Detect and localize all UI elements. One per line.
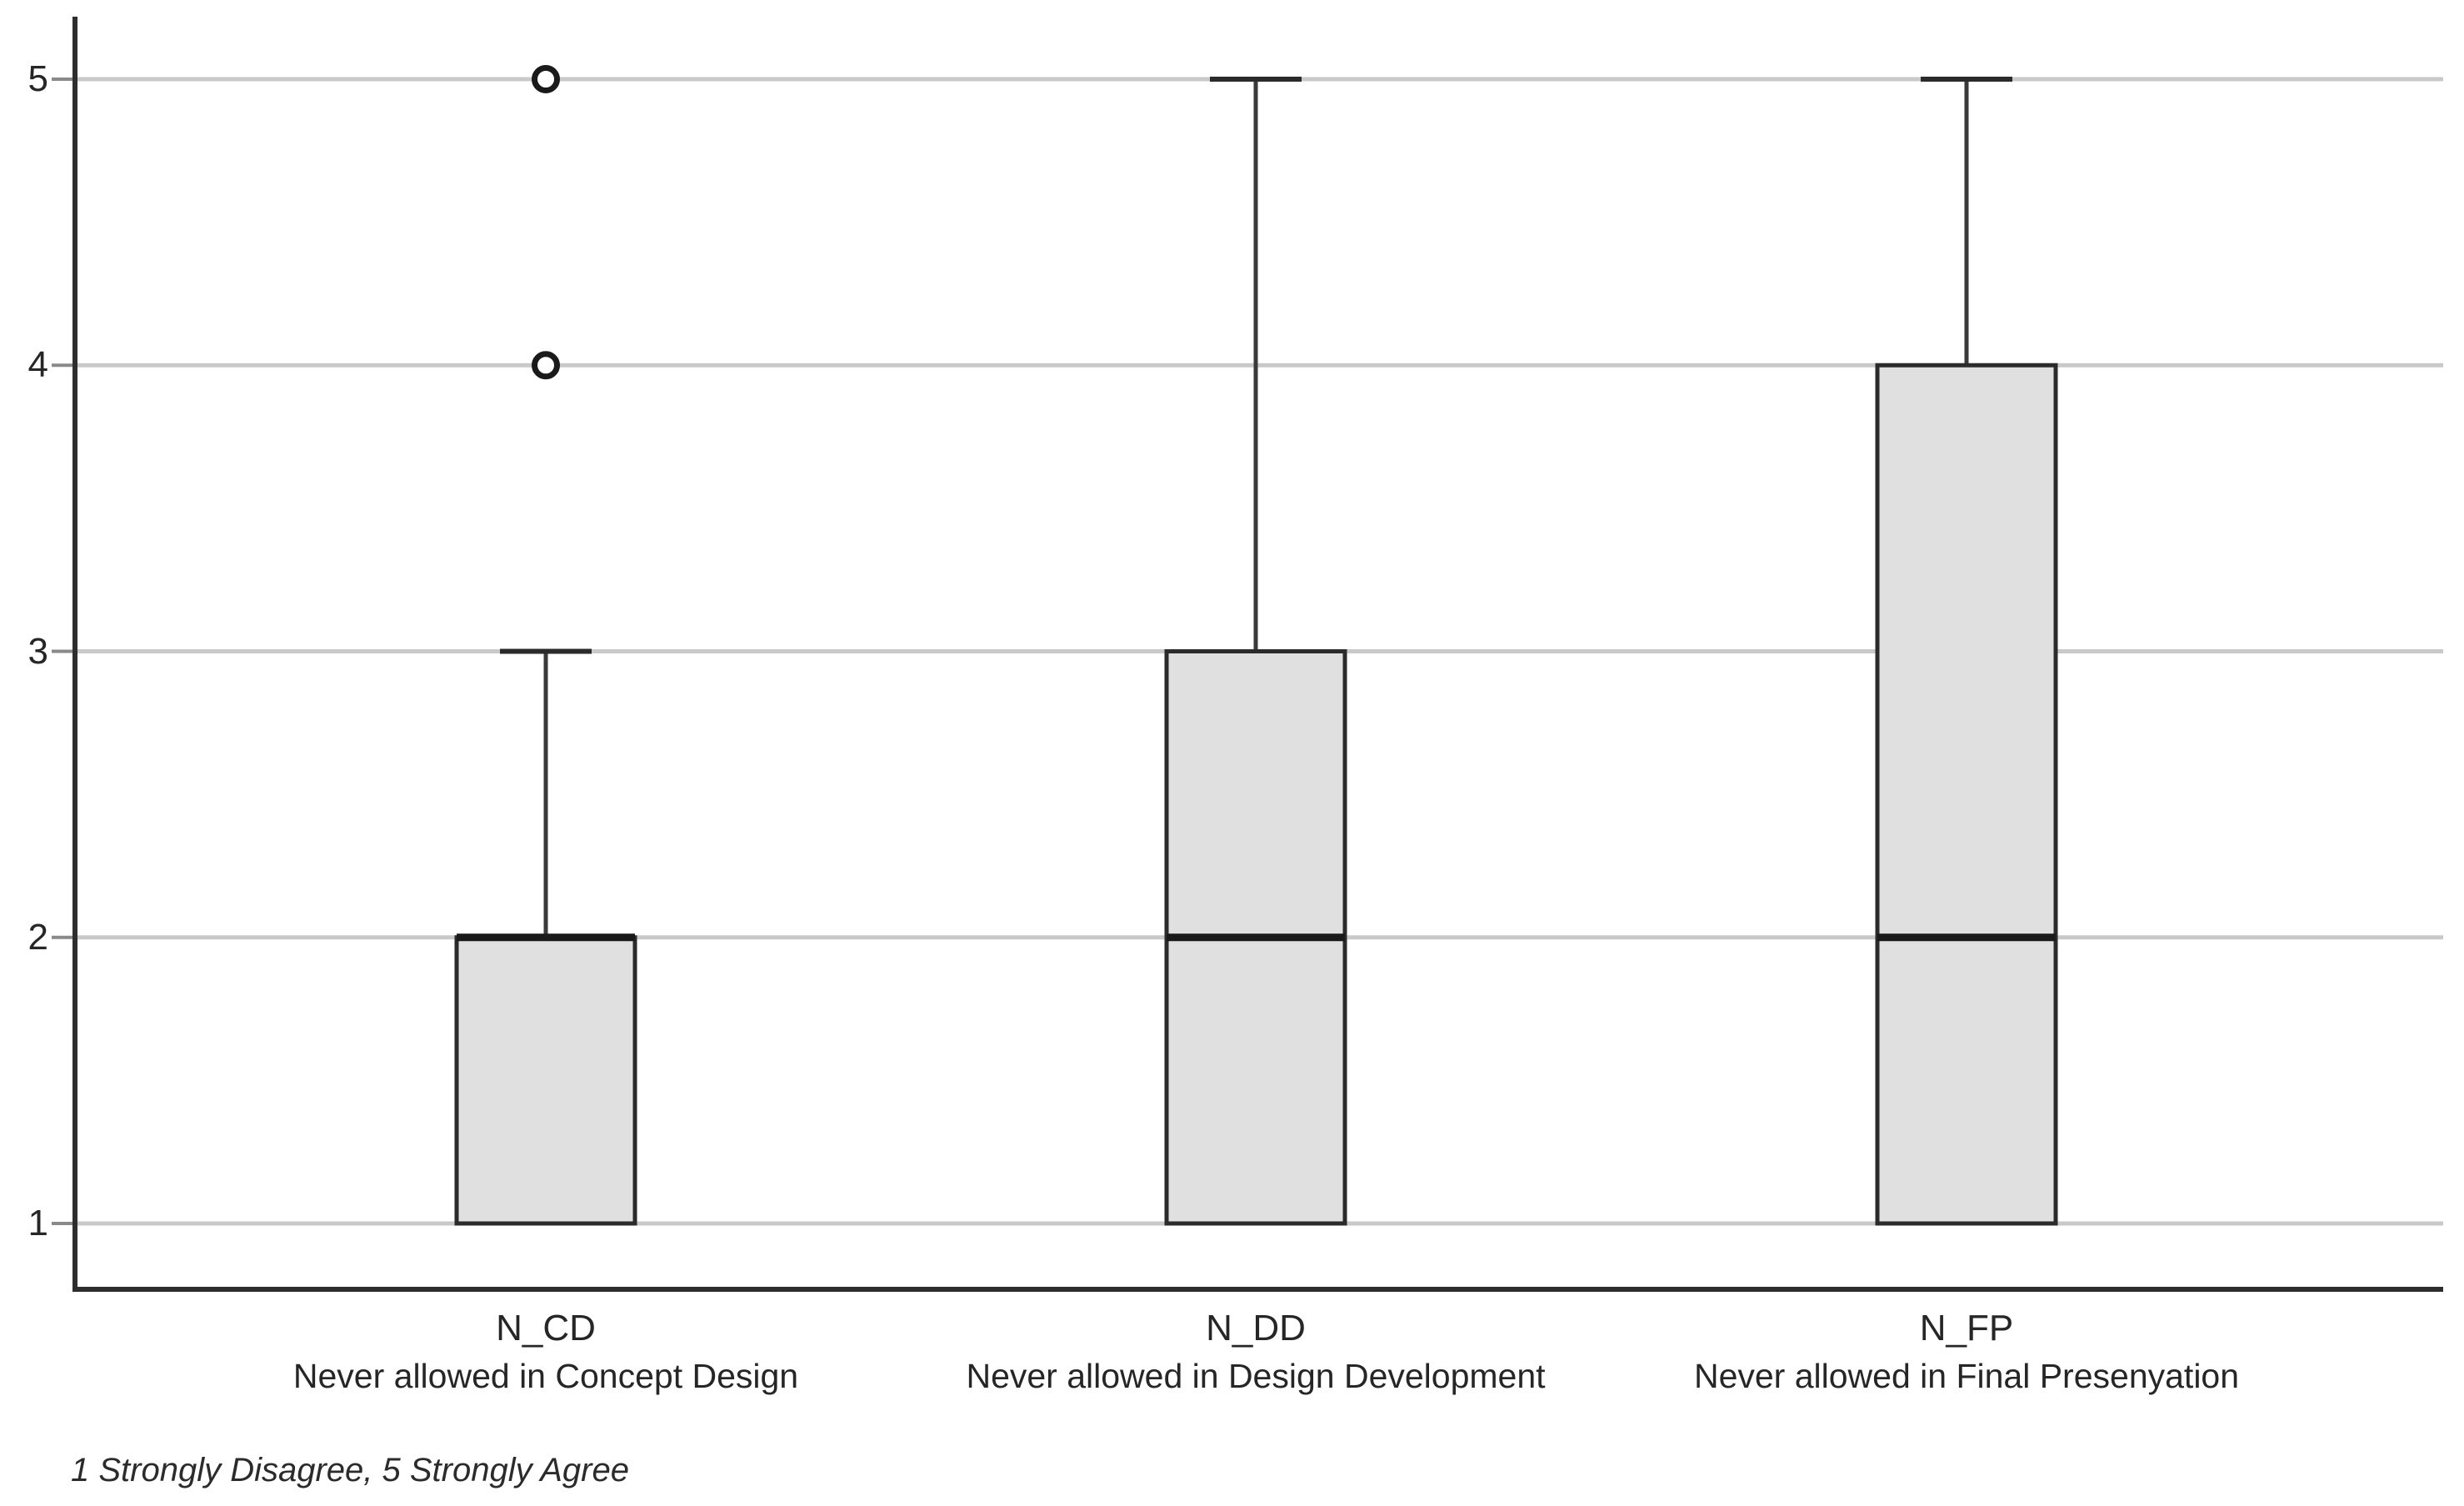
category-code: N_CD (496, 1308, 596, 1348)
category-code: N_DD (1206, 1308, 1306, 1348)
category-description: Never allowed in Design Development (966, 1357, 1546, 1395)
box-N_FP (1875, 363, 2058, 1226)
y-tick-label: 2 (27, 916, 48, 958)
box-N_CD (454, 935, 637, 1226)
category-label-ndd: N_DD Never allowed in Design Development (966, 1305, 1545, 1403)
category-label-ncd: N_CD Never allowed in Concept Design (293, 1305, 798, 1403)
y-tick-label: 1 (27, 1203, 48, 1243)
scale-footnote: 1 Strongly Disagree, 5 Strongly Agree (71, 1452, 629, 1488)
category-description: Never allowed in Final Presenyation (1693, 1357, 2240, 1395)
category-code: N_FP (1919, 1308, 2014, 1348)
category-description: Never allowed in Concept Design (292, 1357, 799, 1395)
outlier-N_CD-5 (532, 65, 560, 93)
y-tick-label: 3 (27, 630, 48, 672)
y-tick-label: 4 (27, 344, 48, 386)
category-label-nfp: N_FP Never allowed in Final Presenyation (1694, 1305, 2239, 1403)
outlier-N_CD-4 (532, 351, 560, 380)
y-tick-label: 5 (27, 58, 48, 99)
